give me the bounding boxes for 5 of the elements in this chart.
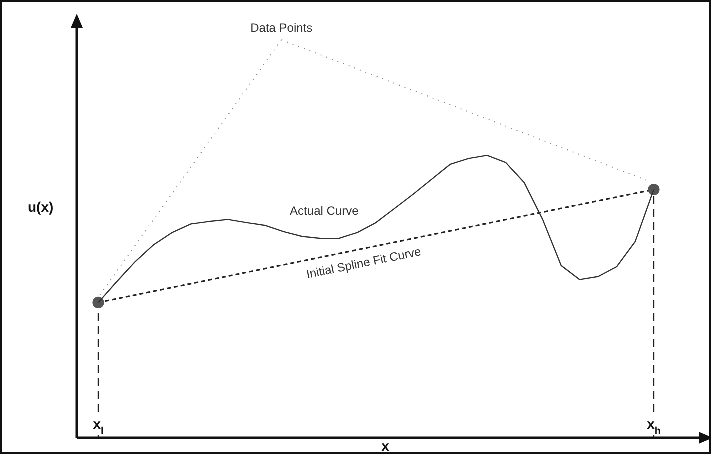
text: Initial Spline Fit Curve — [305, 244, 423, 282]
series-label: Actual Curve — [290, 204, 360, 218]
x-axis-title: x — [382, 438, 390, 454]
text: Data Points — [250, 21, 313, 35]
y-axis-title: u(x) — [28, 199, 54, 216]
